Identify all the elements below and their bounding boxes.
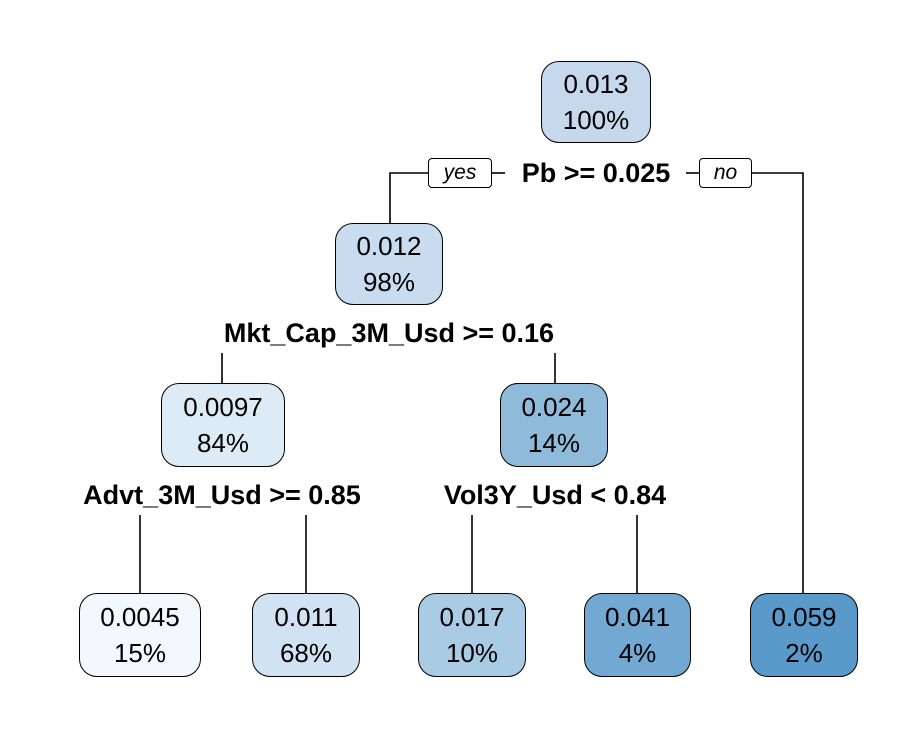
node-value: 0.0045 bbox=[100, 602, 180, 632]
split-label-left: Mkt_Cap_3M_Usd >= 0.16 bbox=[221, 317, 557, 349]
branch-label-no: no bbox=[699, 158, 752, 188]
edge-root-yes bbox=[389, 172, 428, 223]
tree-leaf-1: 0.0045 15% bbox=[79, 593, 201, 677]
node-percent: 10% bbox=[445, 638, 499, 668]
tree-leaf-3: 0.017 10% bbox=[418, 593, 526, 677]
node-percent: 98% bbox=[362, 267, 416, 297]
node-percent: 15% bbox=[113, 638, 167, 668]
node-value: 0.013 bbox=[563, 69, 629, 99]
node-value: 0.059 bbox=[771, 602, 837, 632]
node-percent: 84% bbox=[196, 428, 250, 458]
node-value: 0.011 bbox=[274, 602, 338, 632]
split-label-root: Pb >= 0.025 bbox=[519, 157, 673, 189]
edge-root-no bbox=[752, 172, 804, 593]
tree-node-root: 0.013 100% bbox=[541, 61, 651, 143]
node-percent: 68% bbox=[279, 638, 333, 668]
node-value: 0.012 bbox=[356, 231, 422, 261]
split-label-left-right: Vol3Y_Usd < 0.84 bbox=[441, 479, 669, 511]
node-percent: 4% bbox=[618, 638, 657, 668]
tree-node-left-left: 0.0097 84% bbox=[161, 383, 285, 467]
split-label-left-left: Advt_3M_Usd >= 0.85 bbox=[81, 479, 363, 511]
node-value: 0.024 bbox=[521, 392, 587, 422]
tree-leaf-5: 0.059 2% bbox=[750, 593, 858, 677]
node-percent: 100% bbox=[562, 105, 630, 135]
node-percent: 14% bbox=[527, 428, 581, 458]
tree-leaf-2: 0.011 68% bbox=[252, 593, 360, 677]
node-percent: 2% bbox=[785, 638, 823, 668]
node-value: 0.017 bbox=[439, 602, 505, 632]
tree-node-left: 0.012 98% bbox=[335, 223, 443, 305]
node-value: 0.041 bbox=[604, 602, 671, 632]
node-value: 0.0097 bbox=[183, 392, 263, 422]
tree-node-left-right: 0.024 14% bbox=[500, 383, 608, 467]
tree-leaf-4: 0.041 4% bbox=[584, 593, 691, 677]
branch-label-yes: yes bbox=[428, 158, 492, 188]
